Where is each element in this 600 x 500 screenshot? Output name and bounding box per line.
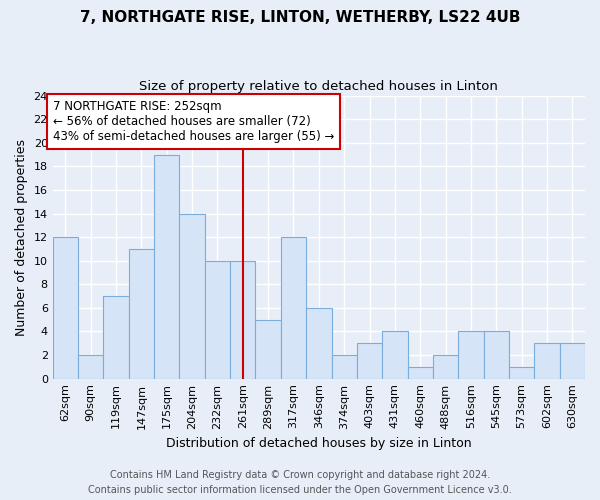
Bar [560, 344, 585, 378]
Title: Size of property relative to detached houses in Linton: Size of property relative to detached ho… [139, 80, 498, 93]
Bar [129, 249, 154, 378]
Text: 7, NORTHGATE RISE, LINTON, WETHERBY, LS22 4UB: 7, NORTHGATE RISE, LINTON, WETHERBY, LS2… [80, 10, 520, 25]
Bar [230, 260, 256, 378]
Bar [535, 344, 560, 378]
Bar [154, 154, 179, 378]
Text: Contains HM Land Registry data © Crown copyright and database right 2024.
Contai: Contains HM Land Registry data © Crown c… [88, 470, 512, 495]
Bar [484, 332, 509, 378]
Bar [433, 355, 458, 378]
Bar [281, 237, 306, 378]
Bar [103, 296, 129, 378]
Bar [407, 367, 433, 378]
Bar [205, 260, 230, 378]
Bar [179, 214, 205, 378]
Bar [357, 344, 382, 378]
Bar [256, 320, 281, 378]
Bar [306, 308, 332, 378]
X-axis label: Distribution of detached houses by size in Linton: Distribution of detached houses by size … [166, 437, 472, 450]
Bar [382, 332, 407, 378]
Bar [53, 237, 78, 378]
Bar [78, 355, 103, 378]
Bar [332, 355, 357, 378]
Text: 7 NORTHGATE RISE: 252sqm
← 56% of detached houses are smaller (72)
43% of semi-d: 7 NORTHGATE RISE: 252sqm ← 56% of detach… [53, 100, 335, 144]
Bar [458, 332, 484, 378]
Y-axis label: Number of detached properties: Number of detached properties [15, 138, 28, 336]
Bar [509, 367, 535, 378]
